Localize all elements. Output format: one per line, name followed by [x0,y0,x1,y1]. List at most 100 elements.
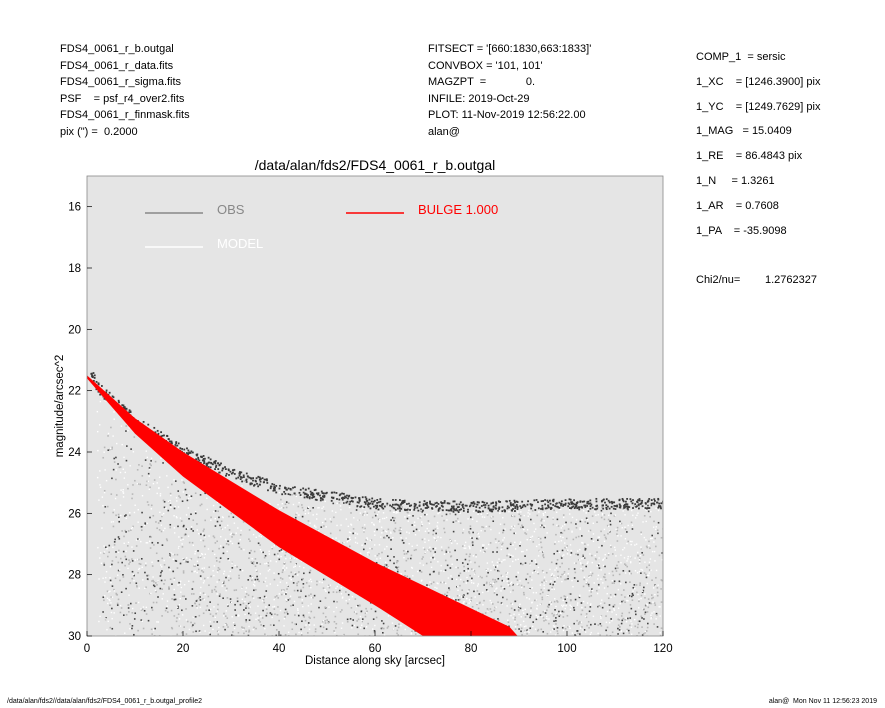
obs-point [292,604,294,607]
obs-envelope-point [403,501,406,504]
model-point [349,538,352,541]
obs-point [628,611,631,614]
obs-point [386,534,388,537]
obs-point [534,599,536,602]
model-point [300,632,303,634]
model-point [310,603,312,605]
obs-point [604,565,606,568]
model-point [386,545,388,548]
model-point [454,540,456,542]
obs-point [585,565,588,568]
obs-envelope-point [429,503,432,505]
obs-point [151,609,154,611]
obs-envelope-point [653,499,656,502]
model-point [304,512,307,515]
obs-point [586,624,588,627]
obs-envelope-point [352,497,354,499]
x-tick-label: 100 [557,643,576,655]
obs-point [171,483,173,486]
obs-point [186,620,189,623]
obs-point [613,582,615,584]
obs-envelope-point [345,501,348,504]
obs-point [198,630,201,632]
model-point [162,512,165,515]
obs-envelope-point [321,495,324,498]
y-tick-label: 24 [68,447,81,459]
obs-envelope-point [564,504,567,506]
obs-envelope-point [447,502,450,505]
obs-point [128,637,130,639]
obs-point [551,612,553,615]
obs-envelope-point [631,502,634,505]
obs-point [635,584,638,586]
obs-point [600,625,603,627]
obs-envelope-point [345,496,347,499]
model-point [554,582,556,584]
obs-envelope-point [289,488,292,491]
model-point [410,633,412,635]
obs-point [429,550,432,553]
obs-point [397,634,399,636]
model-point [651,612,653,614]
obs-point [391,516,394,519]
obs-point [140,525,143,528]
model-point [229,655,230,656]
obs-point [103,511,106,514]
model-point [476,602,478,604]
obs-point [356,626,359,629]
model-point [229,540,232,542]
obs-point [226,597,229,599]
model-point [507,619,509,622]
model-point [208,535,210,537]
model-point [276,584,279,587]
model-point [185,514,188,516]
obs-point [138,562,141,565]
obs-envelope-point [321,498,324,501]
model-point [563,625,565,627]
model-point [596,592,599,595]
model-point [138,587,140,589]
obs-point [181,500,184,503]
model-point [257,605,259,607]
obs-envelope-point [535,499,538,501]
model-point [563,573,566,576]
obs-point [182,525,185,528]
model-point [180,586,183,589]
obs-point [248,538,250,540]
obs-envelope-point [198,459,201,462]
model-point [534,570,536,572]
obs-point [542,553,545,556]
model-point [527,515,529,517]
obs-envelope-point [509,502,512,504]
obs-point [235,614,237,617]
model-point [116,442,118,445]
model-point [463,547,465,549]
obs-point [579,635,581,636]
obs-point [165,640,167,642]
obs-point [166,611,169,613]
model-point [131,526,134,529]
obs-point [159,520,162,522]
obs-point [125,587,127,590]
obs-point [115,556,117,558]
obs-envelope-point [555,505,558,508]
model-point [406,531,408,533]
obs-point [650,594,653,596]
obs-point [301,506,304,509]
obs-envelope-point [570,503,573,505]
obs-envelope-point [379,500,382,503]
model-point [517,511,519,513]
obs-point [546,516,549,518]
model-point [432,509,434,511]
obs-point [401,506,403,508]
obs-envelope-point [371,502,374,505]
obs-envelope-point [510,504,512,507]
model-point [103,663,104,664]
obs-envelope-point [206,462,209,465]
model-point [298,502,300,504]
obs-envelope-point [100,385,103,387]
obs-envelope-point [521,506,524,509]
obs-point [494,538,497,540]
obs-point [427,532,430,534]
model-point [103,451,105,453]
